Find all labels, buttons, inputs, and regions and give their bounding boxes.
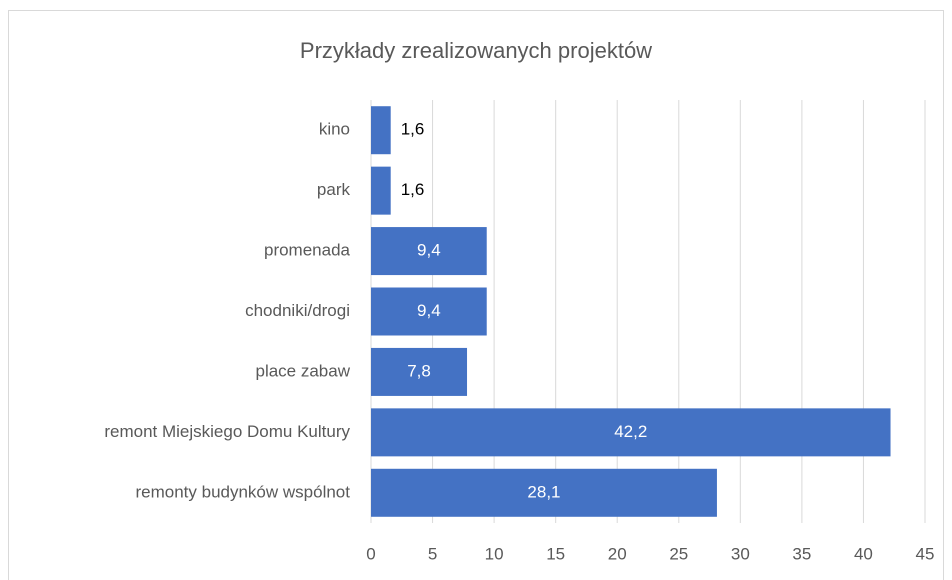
x-tick-label: 10 <box>485 544 504 563</box>
y-tick-label: remont Miejskiego Domu Kultury <box>104 422 350 441</box>
data-label: 9,4 <box>417 301 441 320</box>
y-tick-label: remonty budynków wspólnot <box>135 482 350 501</box>
bar <box>371 287 487 336</box>
y-tick-label: kino <box>319 120 350 139</box>
y-tick-label: park <box>317 180 351 199</box>
y-tick-label: promenada <box>264 241 351 260</box>
y-tick-label: place zabaw <box>255 361 350 380</box>
bar <box>371 347 468 396</box>
bar <box>371 227 487 276</box>
bar <box>371 468 717 517</box>
bar <box>371 106 391 155</box>
x-tick-label: 25 <box>669 544 688 563</box>
x-tick-label: 40 <box>854 544 873 563</box>
data-label: 9,4 <box>417 241 441 260</box>
x-tick-label: 35 <box>792 544 811 563</box>
data-label: 1,6 <box>401 120 425 139</box>
x-tick-label: 20 <box>608 544 627 563</box>
x-tick-label: 45 <box>916 544 935 563</box>
x-tick-label: 5 <box>428 544 437 563</box>
data-label: 7,8 <box>407 361 431 380</box>
x-tick-label: 0 <box>366 544 375 563</box>
data-label: 28,1 <box>527 482 560 501</box>
x-tick-label: 30 <box>731 544 750 563</box>
data-label: 42,2 <box>614 422 647 441</box>
bar <box>371 166 391 215</box>
chart-title: Przykłady zrealizowanych projektów <box>300 38 652 63</box>
y-tick-label: chodniki/drogi <box>245 301 350 320</box>
data-label: 1,6 <box>401 180 425 199</box>
bar <box>371 408 891 457</box>
x-tick-label: 15 <box>546 544 565 563</box>
